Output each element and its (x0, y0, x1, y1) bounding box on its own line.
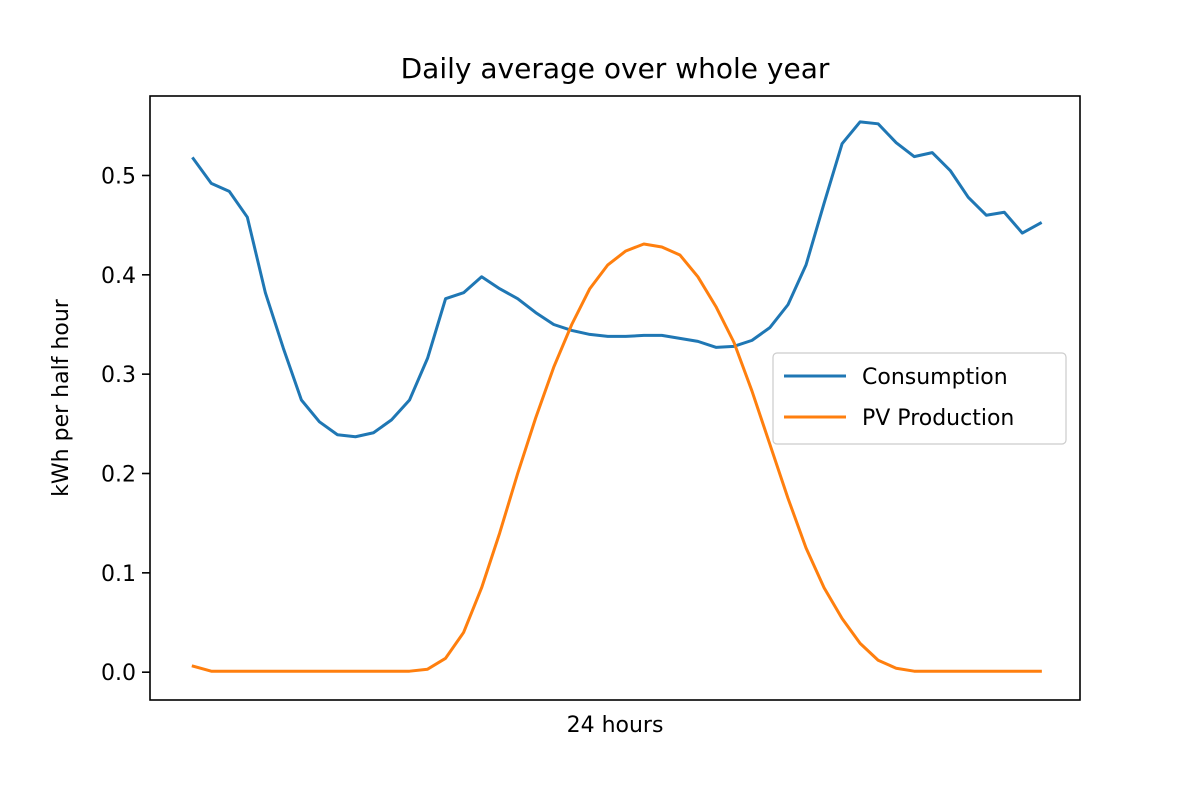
legend-label-consumption: Consumption (862, 365, 1008, 390)
series-line-pv-production (191, 242, 1042, 673)
plot-area (149, 95, 1081, 701)
x-axis-label: 24 hours (567, 713, 664, 738)
y-tick-label: 0.2 (101, 463, 136, 488)
series-layer (191, 120, 1043, 673)
legend-box (772, 352, 1067, 445)
y-axis: 0.0 0.1 0.2 0.3 0.4 0.5 (101, 164, 150, 686)
y-tick-label: 0.4 (101, 264, 136, 289)
legend: Consumption PV Production (772, 352, 1067, 445)
y-tick-label: 0.1 (101, 562, 136, 587)
y-tick-label: 0.5 (101, 164, 136, 189)
legend-label-pv-production: PV Production (862, 406, 1014, 431)
plot-frame (149, 95, 1081, 701)
y-tick-label: 0.0 (101, 661, 136, 686)
y-axis-label: kWh per half hour (49, 298, 74, 497)
chart-title: Daily average over whole year (401, 52, 830, 85)
series-line-consumption (191, 120, 1043, 439)
y-tick-label: 0.3 (101, 363, 136, 388)
